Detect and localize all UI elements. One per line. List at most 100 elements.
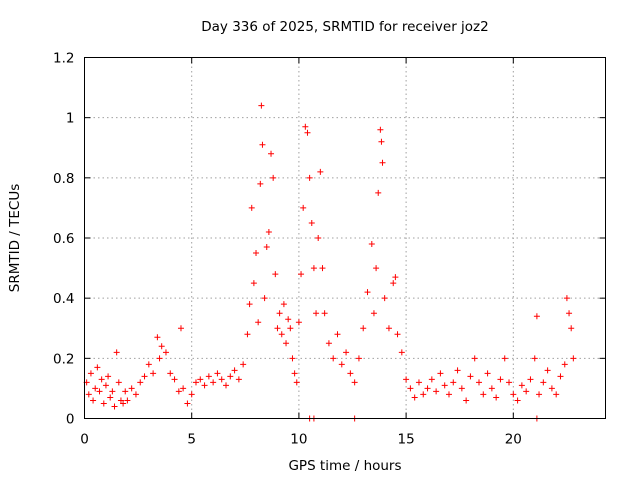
data-point xyxy=(306,174,313,181)
data-point xyxy=(561,361,568,368)
data-point xyxy=(370,310,377,317)
data-point xyxy=(128,385,135,392)
data-point xyxy=(390,280,397,287)
data-point xyxy=(188,391,195,398)
data-point xyxy=(480,391,487,398)
data-point xyxy=(227,373,234,380)
data-point xyxy=(259,141,266,148)
axis-ticks: 0 0.2 0.4 0.6 0.8 1 1.2 0 5 10 15 20 xyxy=(53,51,606,448)
data-point xyxy=(180,385,187,392)
data-point xyxy=(145,361,152,368)
data-point xyxy=(433,388,440,395)
data-point xyxy=(334,331,341,338)
data-point xyxy=(210,379,217,386)
data-point xyxy=(527,376,534,383)
data-point xyxy=(454,367,461,374)
y-axis-label: SRMTID / TECUs xyxy=(7,184,23,292)
data-point xyxy=(287,325,294,332)
data-point xyxy=(568,325,575,332)
data-point xyxy=(111,403,118,410)
data-point xyxy=(518,382,525,389)
data-point xyxy=(283,340,290,347)
data-point xyxy=(276,310,283,317)
data-point xyxy=(544,367,551,374)
data-point xyxy=(364,289,371,296)
x-tick-label: 10 xyxy=(290,432,307,448)
data-point xyxy=(263,244,270,251)
data-points xyxy=(83,102,577,422)
data-point xyxy=(295,319,302,326)
data-point xyxy=(197,376,204,383)
data-point xyxy=(308,219,315,226)
data-point xyxy=(240,361,247,368)
data-point xyxy=(557,373,564,380)
data-point xyxy=(540,379,547,386)
data-point xyxy=(258,102,265,109)
data-point xyxy=(484,370,491,377)
y-tick-label: 0 xyxy=(66,412,75,428)
data-point xyxy=(321,310,328,317)
data-point xyxy=(377,126,384,133)
data-point xyxy=(548,385,555,392)
data-point xyxy=(398,349,405,356)
data-point xyxy=(420,391,427,398)
data-point xyxy=(261,295,268,302)
data-point xyxy=(319,265,326,272)
data-point xyxy=(115,379,122,386)
y-tick-label: 0.4 xyxy=(53,291,74,307)
data-point xyxy=(394,331,401,338)
data-point xyxy=(154,334,161,341)
data-point xyxy=(171,376,178,383)
data-point xyxy=(175,388,182,395)
data-point xyxy=(274,325,281,332)
data-point xyxy=(214,370,221,377)
data-point xyxy=(510,391,517,398)
data-point xyxy=(280,301,287,308)
x-tick-label: 20 xyxy=(505,432,522,448)
data-point xyxy=(476,379,483,386)
data-point xyxy=(415,379,422,386)
data-point xyxy=(375,189,382,196)
data-point xyxy=(253,250,260,257)
data-point xyxy=(235,376,242,383)
data-point xyxy=(94,364,101,371)
data-point xyxy=(566,310,573,317)
data-point xyxy=(310,265,317,272)
data-point xyxy=(120,400,127,407)
data-point xyxy=(317,168,324,175)
data-point xyxy=(315,235,322,241)
data-point xyxy=(270,174,277,181)
x-tick-label: 0 xyxy=(80,432,89,448)
data-point xyxy=(107,394,114,401)
data-point xyxy=(293,379,300,386)
data-point xyxy=(132,391,139,398)
data-point xyxy=(570,355,577,362)
data-point xyxy=(96,388,103,395)
data-point xyxy=(201,382,208,389)
data-point xyxy=(531,355,538,362)
data-point xyxy=(360,325,367,332)
x-tick-label: 5 xyxy=(187,432,196,448)
data-point xyxy=(278,331,285,338)
data-point xyxy=(338,361,345,368)
data-point xyxy=(98,376,105,383)
data-point xyxy=(563,295,570,302)
data-point xyxy=(302,123,309,130)
grid-lines xyxy=(84,57,606,419)
data-point xyxy=(450,379,457,386)
data-point xyxy=(424,385,431,392)
data-point xyxy=(330,355,337,362)
data-point xyxy=(493,394,500,401)
y-tick-label: 0.8 xyxy=(53,171,74,187)
x-tick-label: 15 xyxy=(398,432,415,448)
data-point xyxy=(403,376,410,383)
data-point xyxy=(272,271,279,278)
data-point xyxy=(158,343,165,350)
data-point xyxy=(137,379,144,386)
data-point xyxy=(255,319,262,326)
data-point xyxy=(463,397,470,404)
data-point xyxy=(223,382,230,389)
data-point xyxy=(291,370,298,377)
data-point xyxy=(124,397,131,404)
